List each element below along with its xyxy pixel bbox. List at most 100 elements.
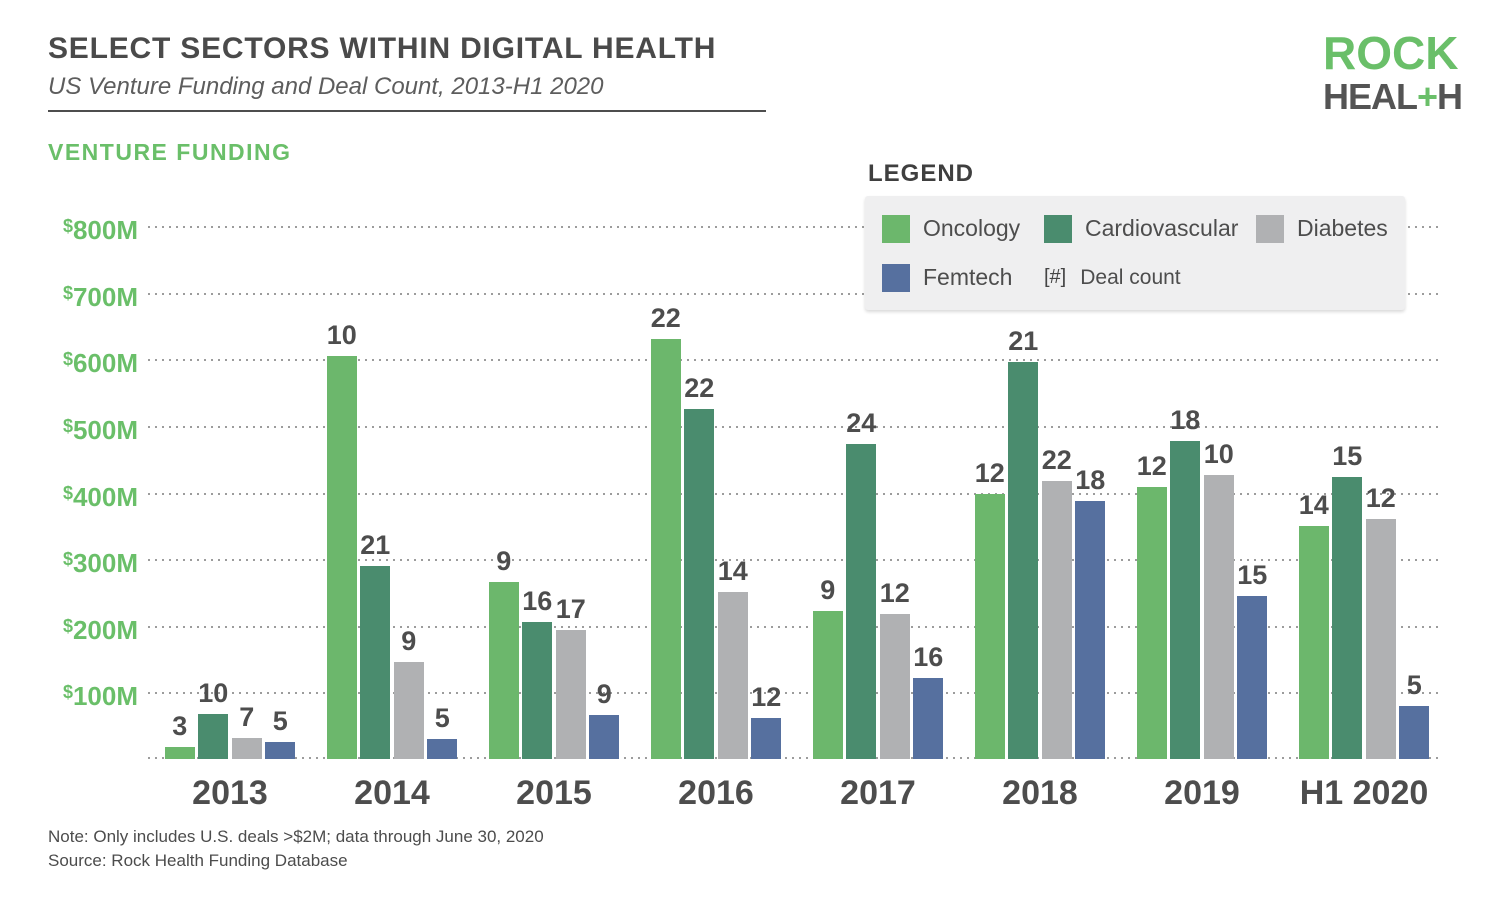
section-label: VENTURE FUNDING — [48, 139, 292, 165]
bar-cardiovascular-2014 — [360, 565, 391, 759]
deal-count-value: 12 — [751, 681, 782, 712]
deal-count-value: 10 — [198, 677, 229, 708]
dollar-prefix: $ — [62, 415, 73, 436]
deal-count-value: 22 — [650, 303, 681, 334]
deal-count-value: 12 — [1365, 483, 1396, 514]
x-tick-label: 2013 — [192, 774, 268, 812]
deal-count-value: 9 — [820, 575, 836, 606]
dollar-prefix: $ — [62, 549, 73, 570]
y-tick-label: $100M — [62, 681, 138, 712]
legend-label-femtech: Femtech — [923, 264, 1013, 290]
logo-line2: HEAL+H — [1323, 76, 1463, 117]
y-axis: $800M $700M $600M $500M $400M $300M $200M $100M — [40, 216, 138, 759]
deal-count-symbol: [#] — [1044, 266, 1067, 288]
dollar-prefix: $ — [62, 349, 73, 370]
legend-title: LEGEND — [868, 160, 975, 187]
deal-count-label-text: Deal count — [1080, 265, 1181, 289]
x-tick-label: 2019 — [1164, 774, 1240, 812]
bar-cardiovascular-2018 — [1008, 361, 1039, 759]
x-tick-label: 2015 — [516, 774, 592, 812]
deal-count-value: 18 — [1170, 405, 1201, 436]
deal-count-value: 18 — [1075, 464, 1106, 495]
gridline — [148, 425, 1443, 428]
bar-diabetes-2016 — [717, 592, 748, 759]
legend-item-cardiovascular: Cardiovascular — [1044, 214, 1256, 243]
gridline — [148, 625, 1443, 628]
deal-count-value: 21 — [1008, 325, 1039, 356]
deal-count-value: 12 — [974, 457, 1005, 488]
baseline-gridline — [148, 757, 1443, 759]
deal-count-value: 9 — [496, 546, 512, 577]
gridline — [148, 226, 1443, 228]
bar-oncology-2013 — [164, 747, 195, 759]
bar-femtech-2014 — [427, 739, 458, 759]
legend-item-deal-count: [#] Deal count — [1044, 266, 1256, 290]
deal-count-value: 17 — [555, 594, 586, 625]
bar-oncology-2015 — [488, 582, 519, 759]
x-tick-label: 2014 — [354, 774, 430, 812]
dollar-prefix: $ — [62, 482, 73, 503]
logo-h-text: H — [1437, 76, 1463, 117]
legend-item-femtech: Femtech — [882, 263, 1044, 292]
deal-count-value: 22 — [684, 373, 715, 404]
gridline — [148, 559, 1443, 562]
bar-diabetes-2013 — [231, 737, 262, 759]
bar-cardiovascular-2019 — [1170, 441, 1201, 759]
legend-item-oncology: Oncology — [882, 214, 1044, 243]
bar-cardiovascular-h1-2020 — [1332, 476, 1363, 759]
deal-count-value: 24 — [846, 407, 877, 438]
cardiovascular-swatch-icon — [1044, 214, 1072, 243]
bar-diabetes-2014 — [393, 661, 424, 759]
deal-count-value: 15 — [1332, 440, 1363, 471]
gridline — [148, 492, 1443, 495]
deal-count-value: 22 — [1041, 444, 1072, 475]
bar-oncology-2018 — [974, 493, 1005, 759]
deal-count-value: 3 — [172, 711, 188, 742]
deal-count-value: 12 — [1136, 451, 1167, 482]
bar-diabetes-2015 — [555, 630, 586, 759]
bar-femtech-2019 — [1237, 595, 1268, 759]
bar-diabetes-2019 — [1203, 474, 1234, 759]
bar-femtech-2017 — [913, 677, 944, 759]
bar-cardiovascular-2017 — [846, 443, 877, 759]
bar-cardiovascular-2013 — [198, 713, 229, 759]
bar-diabetes-2017 — [879, 614, 910, 759]
deal-count-value: 10 — [326, 319, 357, 350]
bar-femtech-2018 — [1075, 500, 1106, 759]
deal-count-value: 10 — [1203, 438, 1234, 469]
title-divider — [48, 110, 766, 112]
y-tick-label: $700M — [62, 281, 138, 312]
logo-plus-icon: + — [1416, 76, 1438, 117]
bar-oncology-2017 — [812, 611, 843, 759]
x-tick-label: 2018 — [1002, 774, 1078, 812]
femtech-swatch-icon — [882, 263, 910, 292]
footer-source: Source: Rock Health Funding Database — [48, 851, 348, 870]
bar-oncology-2019 — [1136, 487, 1167, 759]
deal-count-value: 12 — [879, 578, 910, 609]
bar-cardiovascular-2016 — [684, 409, 715, 759]
y-tick-label: $500M — [62, 414, 138, 445]
legend-label-cardiovascular: Cardiovascular — [1085, 215, 1239, 241]
y-tick-label: $300M — [62, 548, 138, 579]
bar-femtech-2013 — [265, 742, 296, 759]
gridline — [148, 692, 1443, 695]
bar-diabetes-h1-2020 — [1365, 519, 1396, 759]
dollar-prefix: $ — [62, 682, 73, 703]
deal-count-value: 5 — [1406, 669, 1422, 700]
bar-oncology-2016 — [650, 339, 681, 759]
dollar-prefix: $ — [62, 216, 73, 236]
rock-health-logo: ROCK HEAL+H — [1322, 27, 1463, 117]
bar-femtech-h1-2020 — [1399, 705, 1430, 759]
deal-count-value: 15 — [1237, 559, 1268, 590]
bar-oncology-h1-2020 — [1298, 525, 1329, 759]
bar-femtech-2016 — [751, 717, 782, 759]
deal-count-value: 21 — [360, 529, 391, 560]
deal-count-value: 14 — [717, 556, 748, 587]
legend-label-oncology: Oncology — [923, 215, 1021, 241]
gridline — [148, 292, 1443, 295]
logo-line1: ROCK — [1322, 27, 1459, 79]
dollar-prefix: $ — [62, 615, 73, 636]
bar-oncology-2014 — [326, 355, 357, 759]
x-tick-label: H1 2020 — [1299, 774, 1429, 812]
